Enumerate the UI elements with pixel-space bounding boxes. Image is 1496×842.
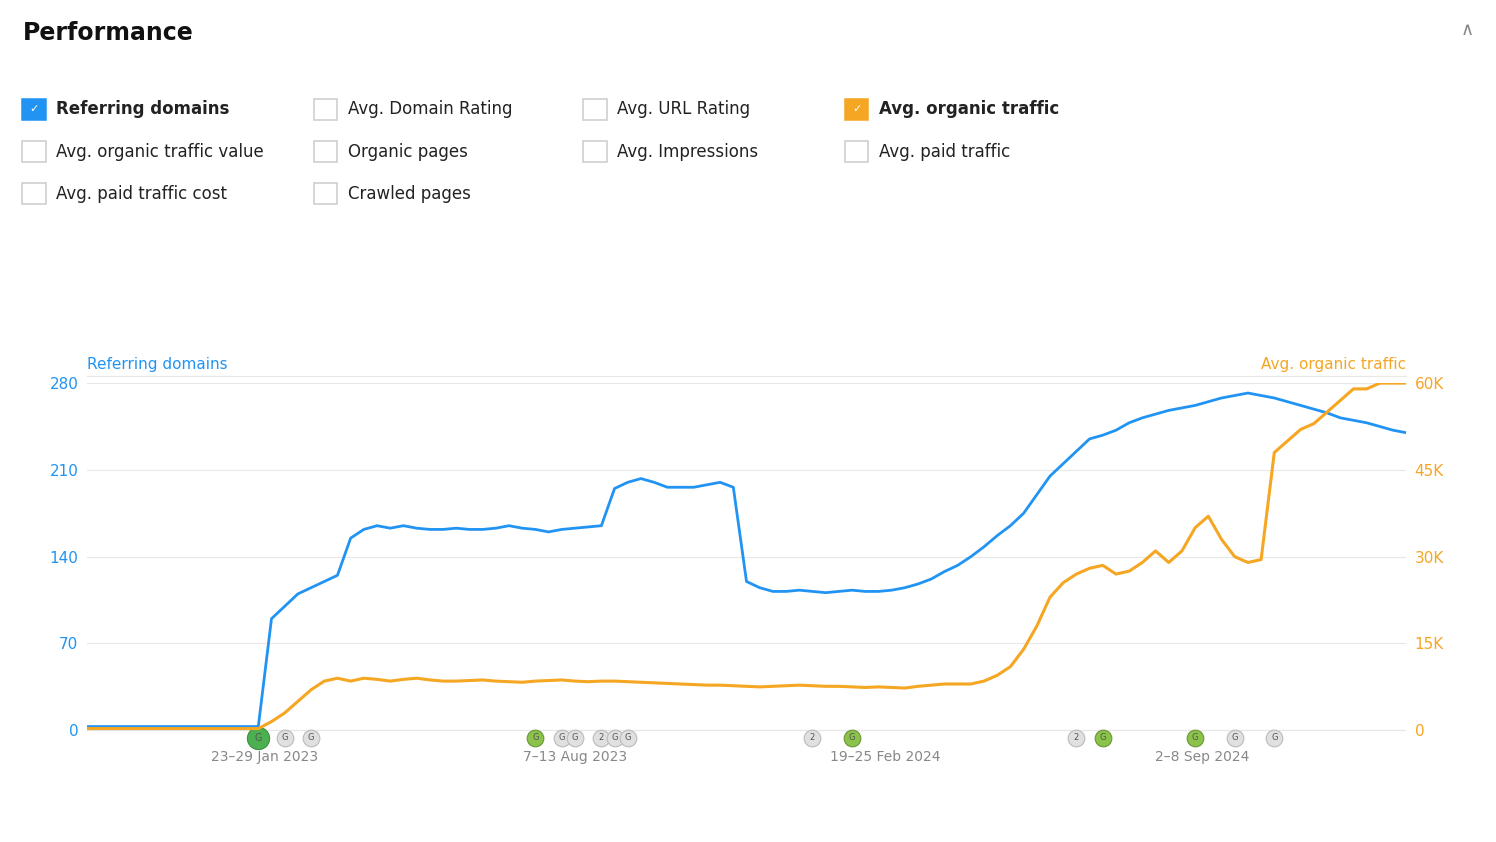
Text: G: G bbox=[1231, 733, 1239, 743]
Text: Avg. paid traffic cost: Avg. paid traffic cost bbox=[57, 184, 227, 203]
Text: Avg. organic traffic: Avg. organic traffic bbox=[1261, 357, 1406, 372]
Text: G: G bbox=[281, 733, 287, 743]
Text: Referring domains: Referring domains bbox=[87, 357, 227, 372]
Text: Performance: Performance bbox=[22, 21, 193, 45]
Text: Organic pages: Organic pages bbox=[347, 142, 468, 161]
Text: 2: 2 bbox=[809, 733, 815, 743]
Text: 2: 2 bbox=[598, 733, 604, 743]
Text: G: G bbox=[1192, 733, 1198, 743]
Text: G: G bbox=[571, 733, 579, 743]
Text: G: G bbox=[308, 733, 314, 743]
Text: Avg. Impressions: Avg. Impressions bbox=[616, 142, 758, 161]
Text: Avg. paid traffic: Avg. paid traffic bbox=[878, 142, 1010, 161]
Text: ∧: ∧ bbox=[1460, 21, 1474, 39]
Text: G: G bbox=[848, 733, 856, 743]
Text: G: G bbox=[624, 733, 631, 743]
Text: G: G bbox=[1272, 733, 1278, 743]
Text: G: G bbox=[558, 733, 565, 743]
Text: 2: 2 bbox=[1074, 733, 1079, 743]
Text: G: G bbox=[612, 733, 618, 743]
Text: Avg. organic traffic: Avg. organic traffic bbox=[878, 100, 1059, 119]
Text: Avg. URL Rating: Avg. URL Rating bbox=[616, 100, 749, 119]
Text: Avg. organic traffic value: Avg. organic traffic value bbox=[57, 142, 263, 161]
Text: ✓: ✓ bbox=[853, 104, 862, 115]
Text: Referring domains: Referring domains bbox=[57, 100, 229, 119]
Text: G: G bbox=[533, 733, 539, 743]
Text: G: G bbox=[254, 733, 262, 743]
Text: G: G bbox=[1100, 733, 1106, 743]
Text: Crawled pages: Crawled pages bbox=[347, 184, 471, 203]
Text: ✓: ✓ bbox=[30, 104, 39, 115]
Text: Avg. Domain Rating: Avg. Domain Rating bbox=[347, 100, 512, 119]
